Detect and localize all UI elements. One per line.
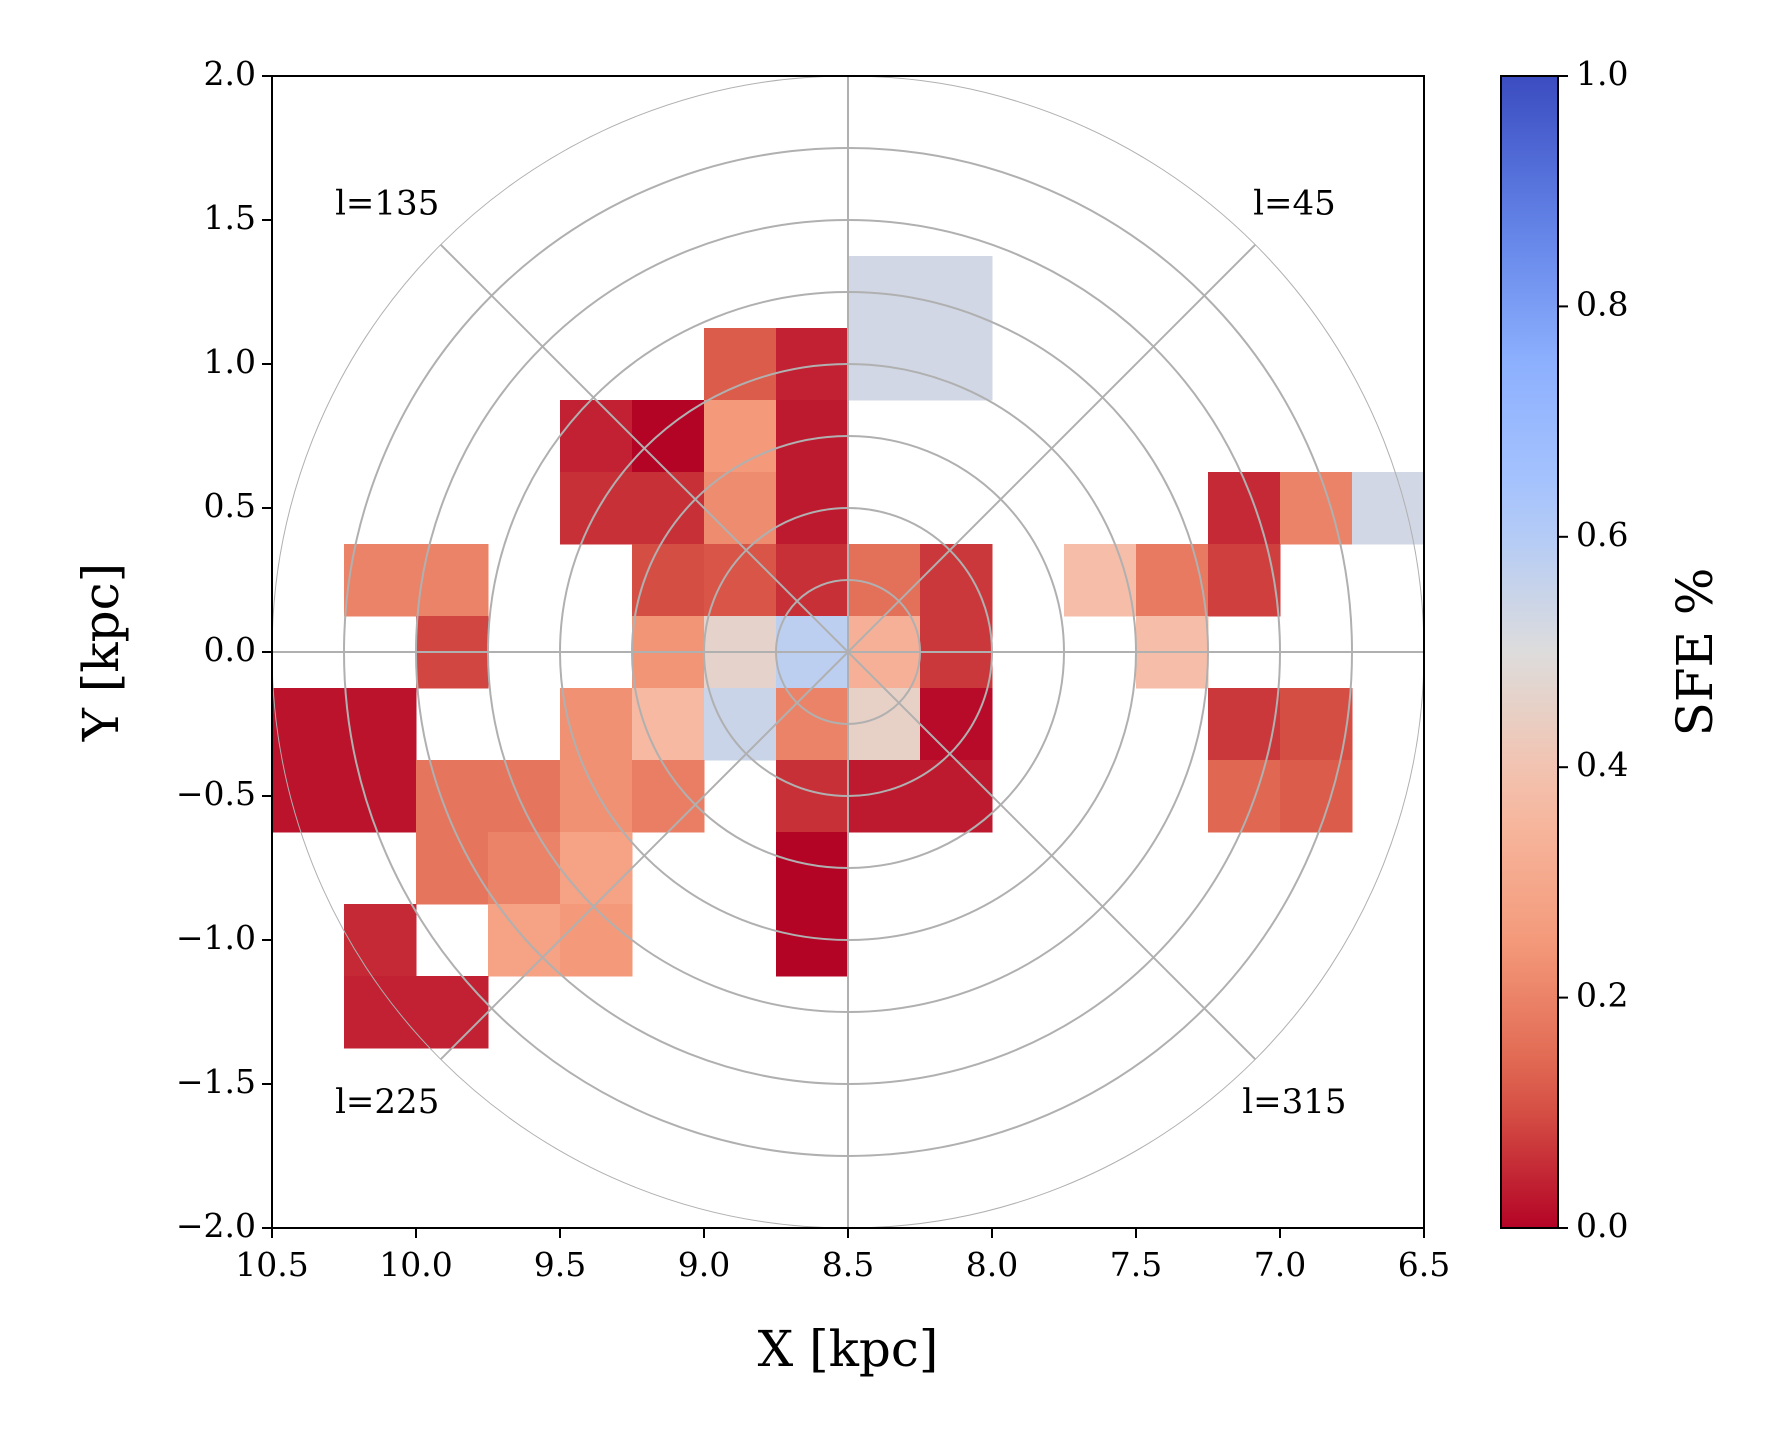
x-tick-label: 10.0 [379,1245,452,1284]
annotation-label: l=135 [335,184,439,224]
heatmap-cell [704,688,777,761]
heatmap-cell [632,400,705,473]
colorbar-tick-label: 0.8 [1576,284,1628,323]
longitude-annotations: l=135 l=45 l=225 l=315 [335,184,1346,1123]
heatmap-cell [344,760,417,833]
heatmap-cell [560,400,633,473]
heatmap-cell [416,832,489,905]
colorbar-ticks: 0.0 0.2 0.4 0.6 0.8 1.0 [1558,54,1628,1245]
heatmap-cell [416,976,489,1049]
colorbar-tick-label: 1.0 [1576,54,1628,93]
heatmap-cell [344,544,417,617]
x-axis-label: X [kpc] [758,1320,939,1378]
y-axis-ticks: 2.0 1.5 1.0 0.5 0.0 −0.5 −1.0 −1.5 −2.0 [176,54,272,1245]
colorbar-tick-label: 0.4 [1576,745,1628,784]
grid-spoke [439,243,849,653]
heatmap-cell [560,688,633,761]
annotation-label: l=225 [335,1082,439,1122]
heatmap-cell [488,832,561,905]
heatmap-cell [920,688,993,761]
x-axis-ticks: 10.5 10.0 9.5 9.0 8.5 8.0 7.5 7.0 6.5 [235,1228,1450,1284]
x-tick-label: 8.0 [966,1245,1018,1284]
heatmap-cell [704,328,777,401]
heatmap-cell [1280,472,1353,545]
heatmap-cell [1136,544,1209,617]
heatmap-cell [632,688,705,761]
y-tick-label: −1.0 [176,918,256,957]
annotation-label: l=315 [1242,1082,1346,1122]
annotation-label: l=45 [1253,184,1336,224]
heatmap-cell [560,832,633,905]
y-tick-label: 1.5 [204,198,256,237]
heatmap-cell [416,760,489,833]
y-tick-label: 0.5 [204,486,256,525]
x-tick-label: 6.5 [1398,1245,1450,1284]
grid-spoke [847,651,1257,1061]
heatmap-cell [704,544,777,617]
heatmap-cell [344,904,417,977]
colorbar-tick-label: 0.6 [1576,515,1628,554]
heatmap-cell [560,760,633,833]
grid-spoke [847,243,1257,653]
y-tick-label: 0.0 [204,630,256,669]
heatmap-cell [1064,544,1137,617]
heatmap-cell [920,544,993,617]
heatmap-cell [704,472,777,545]
heatmap-cell [560,472,633,545]
polar-grid [272,76,1424,1228]
heatmap-cell [920,328,993,401]
y-tick-label: −2.0 [176,1206,256,1245]
heatmap-cell [272,688,345,761]
x-tick-label: 9.0 [678,1245,730,1284]
y-tick-label: −0.5 [176,774,256,813]
x-tick-label: 9.5 [534,1245,586,1284]
heatmap-cell [344,976,417,1049]
heatmap-cell [272,760,345,833]
colorbar [1500,75,1559,1229]
heatmap-cell [1280,688,1353,761]
heatmap-cell [1352,472,1424,545]
x-tick-label: 8.5 [822,1245,874,1284]
colorbar-label: SFE % [1666,568,1724,737]
x-tick-label: 7.5 [1110,1245,1162,1284]
heatmap-cell [848,688,921,761]
heatmap-cell [488,760,561,833]
heatmap-cell [632,544,705,617]
y-tick-label: 2.0 [204,54,256,93]
heatmap-cell [776,688,849,761]
heatmap-cell [560,904,633,977]
heatmap-cell [704,400,777,473]
y-tick-label: −1.5 [176,1062,256,1101]
x-tick-label: 10.5 [235,1245,308,1284]
colorbar-tick-label: 0.0 [1576,1206,1628,1245]
grid-spoke [439,651,849,1061]
heatmap-cell [1208,760,1281,833]
heatmap-cells [272,256,1424,1049]
y-axis-label: Y [kpc] [72,563,130,742]
heatmap-cell [1208,472,1281,545]
heatmap-cell [920,760,993,833]
y-tick-label: 1.0 [204,342,256,381]
x-tick-label: 7.0 [1254,1245,1306,1284]
colorbar-tick-label: 0.2 [1576,976,1628,1015]
heatmap-cell [344,688,417,761]
heatmap-cell [1280,760,1353,833]
heatmap-cell [416,544,489,617]
